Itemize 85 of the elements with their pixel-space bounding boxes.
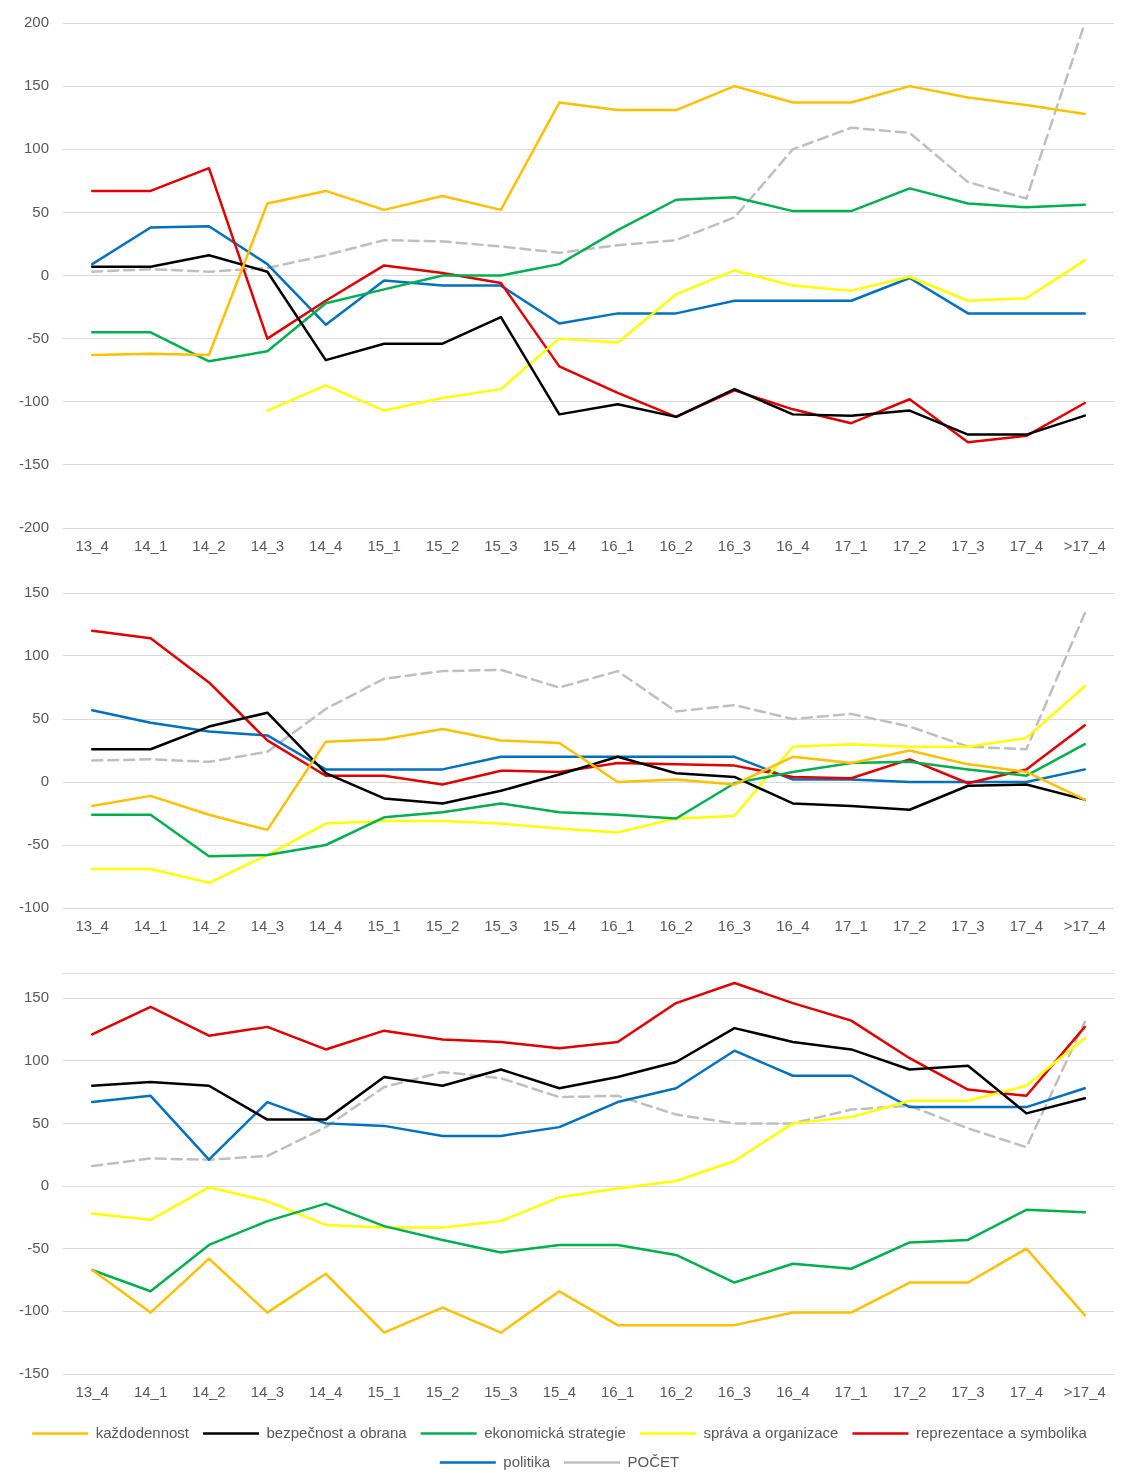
y-tick-label: 0 [40,265,50,283]
x-tick-label: 16_4 [776,917,810,935]
legend-label: POČET [627,1452,680,1470]
y-tick-label: 100 [23,1050,50,1068]
x-tick-label: 16_4 [776,537,810,555]
x-tick-label: 17_1 [834,1383,868,1401]
x-tick-label: 16_2 [659,1383,693,1401]
x-tick-label: 17_4 [1009,917,1044,935]
x-tick-label: 15_3 [484,917,518,935]
x-tick-label: 14_2 [192,917,226,935]
x-tick-label: 14_3 [250,1383,285,1401]
x-tick-label: 16_1 [601,1383,635,1401]
y-tick-label: -100 [18,898,50,916]
y-tick-label: 50 [32,202,50,220]
x-tick-label: 17_4 [1009,537,1044,555]
x-tick-label: 17_3 [951,917,985,935]
legend-label: správa a organizace [703,1423,839,1441]
line-series [90,611,1087,764]
legend-label: politika [503,1452,551,1470]
x-tick-label: 16_1 [601,917,635,935]
x-tick-label: 14_2 [192,537,226,555]
x-tick-label: 16_3 [717,537,752,555]
legend-label: bezpečnost a obrana [266,1423,408,1441]
x-tick-label: 15_4 [542,917,576,935]
x-tick-label: 15_2 [425,1383,460,1401]
x-tick-label: 17_2 [892,1383,927,1401]
y-tick-label: -50 [27,1238,50,1256]
y-tick-label: -100 [18,1301,50,1319]
x-tick-label: 17_2 [892,917,927,935]
x-tick-label: 16_2 [659,537,693,555]
x-tick-label: 15_4 [542,537,576,555]
y-tick-label: 100 [23,139,50,157]
y-tick-label: 50 [32,1113,50,1131]
x-tick-label: 16_4 [776,1383,810,1401]
x-tick-label: 16_1 [601,537,635,555]
x-tick-label: 13_4 [75,537,109,555]
y-tick-label: 150 [23,988,50,1006]
legend-label: ekonomická strategie [484,1423,626,1441]
x-tick-label: 16_3 [717,917,752,935]
x-tick-label: 14_1 [133,537,168,555]
y-tick-label: -200 [18,518,50,536]
y-tick-label: 0 [40,772,50,790]
x-tick-label: >17_4 [1063,1383,1106,1401]
x-tick-label: 15_1 [367,537,401,555]
x-tick-label: 14_1 [133,917,168,935]
x-tick-label: 16_2 [659,917,693,935]
x-tick-label: >17_4 [1063,537,1106,555]
x-tick-label: >17_4 [1063,917,1106,935]
x-tick-label: 14_4 [309,537,343,555]
x-tick-label: 15_2 [425,537,460,555]
x-tick-label: 15_3 [484,1383,518,1401]
x-tick-label: 15_2 [425,917,460,935]
x-tick-label: 14_4 [309,1383,343,1401]
y-tick-label: 150 [23,583,50,601]
x-tick-label: 17_1 [834,917,868,935]
y-tick-label: 0 [40,1176,50,1194]
y-tick-label: 50 [32,709,50,727]
y-tick-label: -150 [18,455,50,473]
y-tick-label: -150 [18,1364,50,1382]
x-tick-label: 13_4 [75,917,109,935]
x-tick-label: 13_4 [75,1383,109,1401]
x-tick-label: 16_3 [717,1383,752,1401]
x-tick-label: 14_1 [133,1383,168,1401]
x-tick-label: 15_3 [484,537,518,555]
x-tick-label: 14_2 [192,1383,226,1401]
x-tick-label: 14_4 [309,917,343,935]
y-tick-label: 200 [23,13,50,31]
x-tick-label: 17_3 [951,537,985,555]
x-tick-label: 17_2 [892,537,927,555]
x-tick-label: 17_1 [834,537,868,555]
y-tick-label: -100 [18,391,50,409]
x-tick-label: 15_4 [542,1383,576,1401]
legend-label: každodennost [95,1423,190,1441]
x-tick-label: 15_1 [367,1383,401,1401]
x-tick-label: 14_3 [250,917,285,935]
x-tick-label: 14_3 [250,537,285,555]
y-tick-label: 100 [23,646,50,664]
x-tick-label: 17_3 [951,1383,985,1401]
line-series [90,1020,1087,1168]
legend-label: reprezentace a symbolika [915,1423,1088,1441]
y-tick-label: -50 [27,835,50,853]
x-tick-label: 17_4 [1009,1383,1044,1401]
x-tick-label: 15_1 [367,917,401,935]
y-tick-label: -50 [27,328,50,346]
y-tick-label: 150 [23,76,50,94]
